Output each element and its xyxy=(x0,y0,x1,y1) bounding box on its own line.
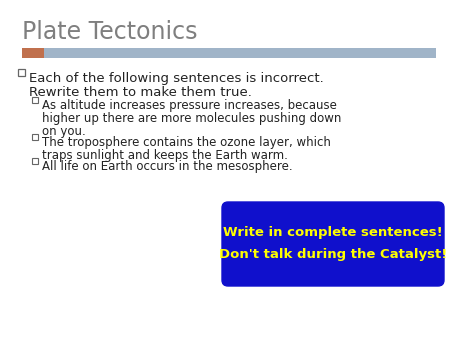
Text: All life on Earth occurs in the mesosphere.: All life on Earth occurs in the mesosphe… xyxy=(42,160,293,173)
Text: on you.: on you. xyxy=(42,125,86,138)
Bar xyxy=(32,134,38,140)
Bar xyxy=(22,48,44,58)
Text: Each of the following sentences is incorrect.: Each of the following sentences is incor… xyxy=(29,72,324,85)
Text: Don't talk during the Catalyst!: Don't talk during the Catalyst! xyxy=(219,248,447,261)
Bar xyxy=(32,158,38,164)
Text: traps sunlight and keeps the Earth warm.: traps sunlight and keeps the Earth warm. xyxy=(42,149,288,162)
Text: Rewrite them to make them true.: Rewrite them to make them true. xyxy=(29,86,252,99)
FancyBboxPatch shape xyxy=(222,202,444,286)
Text: As altitude increases pressure increases, because: As altitude increases pressure increases… xyxy=(42,99,337,112)
Text: Write in complete sentences!: Write in complete sentences! xyxy=(223,226,443,239)
Text: Plate Tectonics: Plate Tectonics xyxy=(22,20,198,44)
Bar xyxy=(32,97,38,103)
Text: The troposphere contains the ozone layer, which: The troposphere contains the ozone layer… xyxy=(42,136,331,149)
Bar xyxy=(44,48,436,58)
Bar xyxy=(18,69,25,76)
Text: higher up there are more molecules pushing down: higher up there are more molecules pushi… xyxy=(42,112,342,125)
